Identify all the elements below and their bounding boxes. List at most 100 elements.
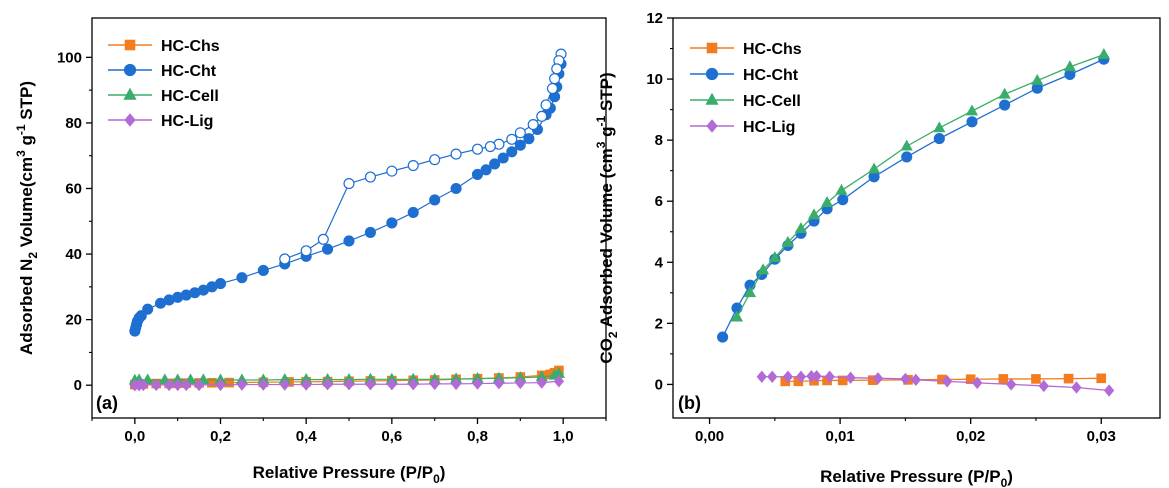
legend-entry-hc-chs: HC-Chs	[690, 41, 802, 58]
point-hc-lig	[1006, 378, 1017, 391]
y-axis-label-b: CO2 Adsorbed Volume (cm3 g-1 STP)	[594, 72, 620, 363]
point-hc-cell	[835, 183, 848, 195]
line-hc-cht-adsorption	[134, 63, 562, 332]
point-hc-cell	[1031, 73, 1044, 85]
point-hc-lig	[767, 370, 778, 383]
point-hc-cht-adsorption	[450, 182, 462, 195]
point-hc-cht-desorption	[549, 73, 561, 85]
point-hc-cht	[933, 133, 945, 145]
point-hc-lig	[408, 378, 419, 391]
point-hc-lig	[910, 373, 921, 387]
panel-label-a: (a)	[96, 393, 118, 413]
legend-entry-hc-cell: HC-Cell	[108, 87, 219, 105]
point-hc-chs	[1031, 374, 1041, 384]
point-hc-lig	[1071, 381, 1082, 394]
point-hc-lig	[872, 372, 884, 385]
legend-marker	[706, 119, 718, 133]
x-tick-label: 0,03	[1087, 428, 1116, 445]
point-hc-lig	[236, 378, 248, 391]
y-axis-a: 0 20 40 60 80 100	[57, 49, 92, 394]
point-hc-cht-adsorption	[135, 310, 147, 322]
legend-label: HC-Chs	[161, 38, 220, 55]
legend-label: HC-Lig	[743, 119, 795, 136]
y-axis-label-a: Adsorbed N2 Volume(cm3 g-1 STP)	[14, 81, 40, 355]
point-hc-lig	[163, 378, 175, 392]
point-hc-lig	[515, 376, 526, 390]
y-tick-label: 6	[655, 193, 663, 210]
point-hc-lig	[782, 370, 794, 383]
point-hc-cht-adsorption	[471, 168, 484, 180]
point-hc-lig	[493, 377, 505, 390]
point-hc-cht	[717, 331, 729, 343]
x-tick-label: 0,00	[695, 428, 724, 445]
y-tick-label: 60	[65, 180, 82, 197]
legend-entry-hc-lig: HC-Lig	[690, 119, 795, 136]
legend-a: HC-Chs HC-Cht HC-Cell HC-Lig	[108, 38, 220, 130]
point-hc-cell	[867, 162, 881, 174]
x-axis-label-b: Relative Pressure (P/P0)	[820, 467, 1013, 488]
point-hc-cell	[900, 139, 913, 151]
point-hc-cht-desorption	[471, 143, 484, 155]
point-hc-cht-adsorption	[506, 146, 518, 158]
point-hc-cht-desorption	[514, 127, 526, 139]
panel-label-b: (b)	[678, 393, 701, 413]
x-tick-label: 0,6	[381, 428, 402, 445]
point-hc-cht-desorption	[540, 99, 552, 111]
point-hc-lig	[972, 376, 983, 390]
point-hc-cht-desorption	[429, 154, 441, 166]
series-group-b	[717, 48, 1115, 397]
point-hc-cell	[1097, 48, 1110, 59]
point-hc-cht-desorption	[536, 110, 548, 122]
point-hc-cell	[965, 104, 979, 116]
point-hc-cht-adsorption	[407, 206, 419, 218]
y-tick-label: 0	[74, 377, 82, 394]
point-hc-cht-desorption	[386, 165, 398, 177]
point-hc-cell	[820, 196, 834, 208]
legend-marker	[705, 67, 719, 81]
point-hc-cell	[998, 87, 1011, 99]
point-hc-cell	[794, 222, 808, 233]
legend-entry-hc-chs: HC-Chs	[108, 38, 220, 55]
point-hc-lig	[258, 378, 269, 391]
y-tick-label: 0	[655, 376, 663, 393]
point-hc-cht-desorption	[450, 148, 462, 160]
point-hc-cht-desorption	[527, 119, 539, 131]
x-tick-label: 0,2	[210, 428, 231, 445]
point-hc-cht-desorption	[279, 253, 291, 265]
series-hc-lig	[129, 375, 565, 392]
x-tick-label: 1,0	[553, 428, 574, 445]
legend-marker	[123, 87, 137, 100]
legend-entry-hc-lig: HC-Lig	[108, 113, 213, 130]
point-hc-cht-adsorption	[214, 278, 227, 290]
y-tick-label: 20	[65, 312, 82, 329]
point-hc-lig	[450, 377, 462, 391]
point-hc-cht-desorption	[343, 178, 355, 190]
point-hc-cht-adsorption	[514, 139, 526, 151]
point-hc-cht-adsorption	[364, 226, 376, 238]
line-hc-cht-desorption	[284, 53, 562, 260]
point-hc-cell	[1063, 60, 1076, 72]
point-hc-cht-desorption	[407, 159, 419, 172]
point-hc-lig	[1103, 384, 1115, 397]
point-hc-cht-desorption	[484, 140, 496, 153]
point-hc-lig	[386, 378, 397, 391]
point-hc-lig	[215, 378, 226, 392]
point-hc-lig	[322, 378, 333, 391]
point-hc-lig	[845, 371, 856, 384]
legend-label: HC-Cell	[161, 88, 219, 105]
point-hc-cht-adsorption	[343, 235, 355, 247]
point-hc-cht-desorption	[506, 133, 518, 145]
x-axis-a: 0,0 0,2 0,4 0,6 0,8 1,0	[91, 418, 607, 445]
y-axis-b: 0 2 4 6 8 10 12	[646, 10, 673, 393]
point-hc-lig	[151, 378, 162, 392]
legend-b: HC-Chs HC-Cht HC-Cell HC-Lig	[690, 41, 802, 136]
series-hc-lig	[756, 369, 1115, 397]
point-hc-lig	[279, 378, 290, 391]
legend-marker	[124, 39, 136, 51]
series-group-a	[128, 48, 567, 392]
point-hc-cht-adsorption	[236, 272, 248, 284]
x-tick-label: 0,8	[467, 428, 488, 445]
point-hc-chs	[837, 375, 848, 386]
point-hc-lig	[472, 377, 483, 390]
